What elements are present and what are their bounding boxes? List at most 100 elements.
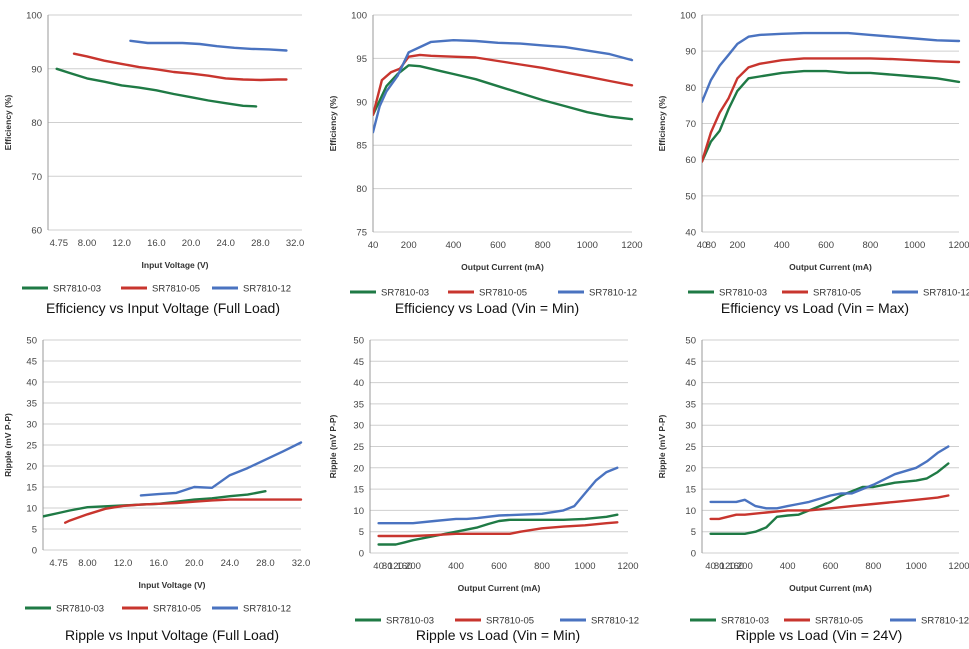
x-tick-label: 40 (697, 240, 708, 251)
x-tick-label: 40 (705, 561, 716, 572)
x-tick-label: 16.0 (149, 558, 168, 569)
y-tick-label: 100 (351, 11, 367, 22)
series-line-SR7810-03 (702, 69, 961, 163)
y-axis-label: Efficiency (%) (3, 94, 13, 150)
chart-caption: Efficiency vs Load (Vin = Max) (721, 300, 909, 316)
y-tick-label: 50 (685, 336, 696, 347)
x-tick-label: 28.0 (251, 238, 270, 249)
x-tick-label: 600 (823, 561, 839, 572)
y-tick-label: 80 (31, 118, 42, 129)
x-tick-label: 1200 (948, 561, 969, 572)
x-tick-label: 800 (865, 561, 881, 572)
y-tick-label: 15 (26, 483, 37, 494)
y-tick-label: 15 (685, 485, 696, 496)
y-tick-label: 40 (26, 378, 37, 389)
x-tick-label: 1200 (617, 561, 638, 572)
x-tick-label: 800 (535, 240, 551, 251)
series-line-SR7810-05 (702, 57, 961, 163)
series-line-SR7810-05 (373, 53, 634, 117)
x-tick-label: 400 (445, 240, 461, 251)
x-tick-label: 600 (818, 240, 834, 251)
x-tick-label: 200 (730, 240, 746, 251)
y-tick-label: 90 (31, 64, 42, 75)
y-tick-label: 80 (356, 184, 367, 195)
chart-caption: Ripple vs Load (Vin = 24V) (736, 627, 903, 643)
series-line-SR7810-12 (709, 445, 950, 510)
x-tick-label: 200 (737, 561, 753, 572)
legend-label: SR7810-03 (53, 284, 101, 295)
x-tick-label: 120 (720, 561, 736, 572)
legend-label: SR7810-12 (921, 616, 969, 627)
series-line-SR7810-12 (373, 39, 634, 134)
y-tick-label: 70 (31, 172, 42, 183)
x-tick-label: 1000 (574, 561, 595, 572)
x-tick-label: 12.0 (114, 558, 133, 569)
y-tick-label: 0 (691, 549, 696, 560)
chart-caption: Efficiency vs Load (Vin = Min) (395, 300, 579, 316)
x-tick-label: 4.75 (49, 558, 68, 569)
x-tick-label: 1200 (621, 240, 642, 251)
y-tick-label: 50 (685, 191, 696, 202)
legend-label: SR7810-12 (243, 284, 291, 295)
y-tick-label: 25 (26, 441, 37, 452)
x-tick-label: 400 (448, 561, 464, 572)
series-line-SR7810-05 (709, 494, 950, 521)
series-line-SR7810-03 (377, 513, 619, 546)
y-tick-label: 5 (359, 527, 364, 538)
series-line-SR7810-03 (373, 64, 634, 121)
y-tick-label: 45 (26, 357, 37, 368)
x-tick-label: 16.0 (147, 238, 166, 249)
legend-label: SR7810-03 (719, 288, 767, 299)
legend-label: SR7810-05 (486, 616, 534, 627)
y-tick-label: 50 (26, 336, 37, 347)
y-tick-label: 35 (353, 399, 364, 410)
x-tick-label: 200 (401, 240, 417, 251)
chart-panel-2: 75 80 85 90 95 100 40 200 400 600 800 1000 1200 Outpu… (328, 11, 643, 317)
y-tick-label: 20 (353, 463, 364, 474)
x-tick-label: 40 (368, 240, 379, 251)
y-tick-label: 90 (685, 47, 696, 58)
x-tick-label: 8.00 (78, 238, 97, 249)
legend-label: SR7810-12 (243, 604, 291, 615)
legend-label: SR7810-03 (386, 616, 434, 627)
y-tick-label: 5 (691, 527, 696, 538)
y-tick-label: 25 (685, 442, 696, 453)
x-axis-label: Output Current (mA) (789, 262, 872, 272)
series-line-SR7810-05 (72, 52, 288, 82)
series-line-SR7810-12 (139, 441, 303, 497)
series-line-SR7810-03 (55, 67, 258, 108)
chart-caption: Efficiency vs Input Voltage (Full Load) (46, 300, 280, 316)
y-tick-label: 20 (685, 463, 696, 474)
chart-caption: Ripple vs Input Voltage (Full Load) (65, 627, 279, 643)
x-tick-label: 40 (373, 561, 384, 572)
series-line-SR7810-03 (709, 462, 950, 535)
x-tick-label: 8.00 (78, 558, 97, 569)
legend-label: SR7810-05 (153, 604, 201, 615)
x-tick-label: 1000 (904, 240, 925, 251)
x-tick-label: 80 (714, 561, 725, 572)
x-tick-label: 120 (388, 561, 404, 572)
y-axis-label: Efficiency (%) (657, 95, 667, 151)
y-tick-label: 10 (353, 506, 364, 517)
legend-label: SR7810-12 (923, 288, 969, 299)
y-tick-label: 25 (353, 442, 364, 453)
chart-panel-4: 0 5 10 15 20 25 30 35 40 45 50 4.75 8.00 12.0 16.0 20.0… (3, 336, 310, 644)
y-tick-label: 60 (31, 226, 42, 237)
x-tick-label: 800 (534, 561, 550, 572)
x-axis-label: Output Current (mA) (789, 583, 872, 593)
x-tick-label: 12.0 (112, 238, 131, 249)
series-line-SR7810-05 (63, 498, 303, 524)
y-tick-label: 10 (685, 506, 696, 517)
x-tick-label: 20.0 (185, 558, 204, 569)
legend-label: SR7810-03 (721, 616, 769, 627)
y-tick-label: 70 (685, 119, 696, 130)
series-line-SR7810-12 (702, 31, 961, 104)
x-tick-label: 400 (780, 561, 796, 572)
x-tick-label: 80 (706, 240, 717, 251)
y-tick-label: 10 (26, 504, 37, 515)
y-tick-label: 40 (685, 228, 696, 239)
y-tick-label: 35 (26, 399, 37, 410)
x-tick-label: 600 (490, 240, 506, 251)
